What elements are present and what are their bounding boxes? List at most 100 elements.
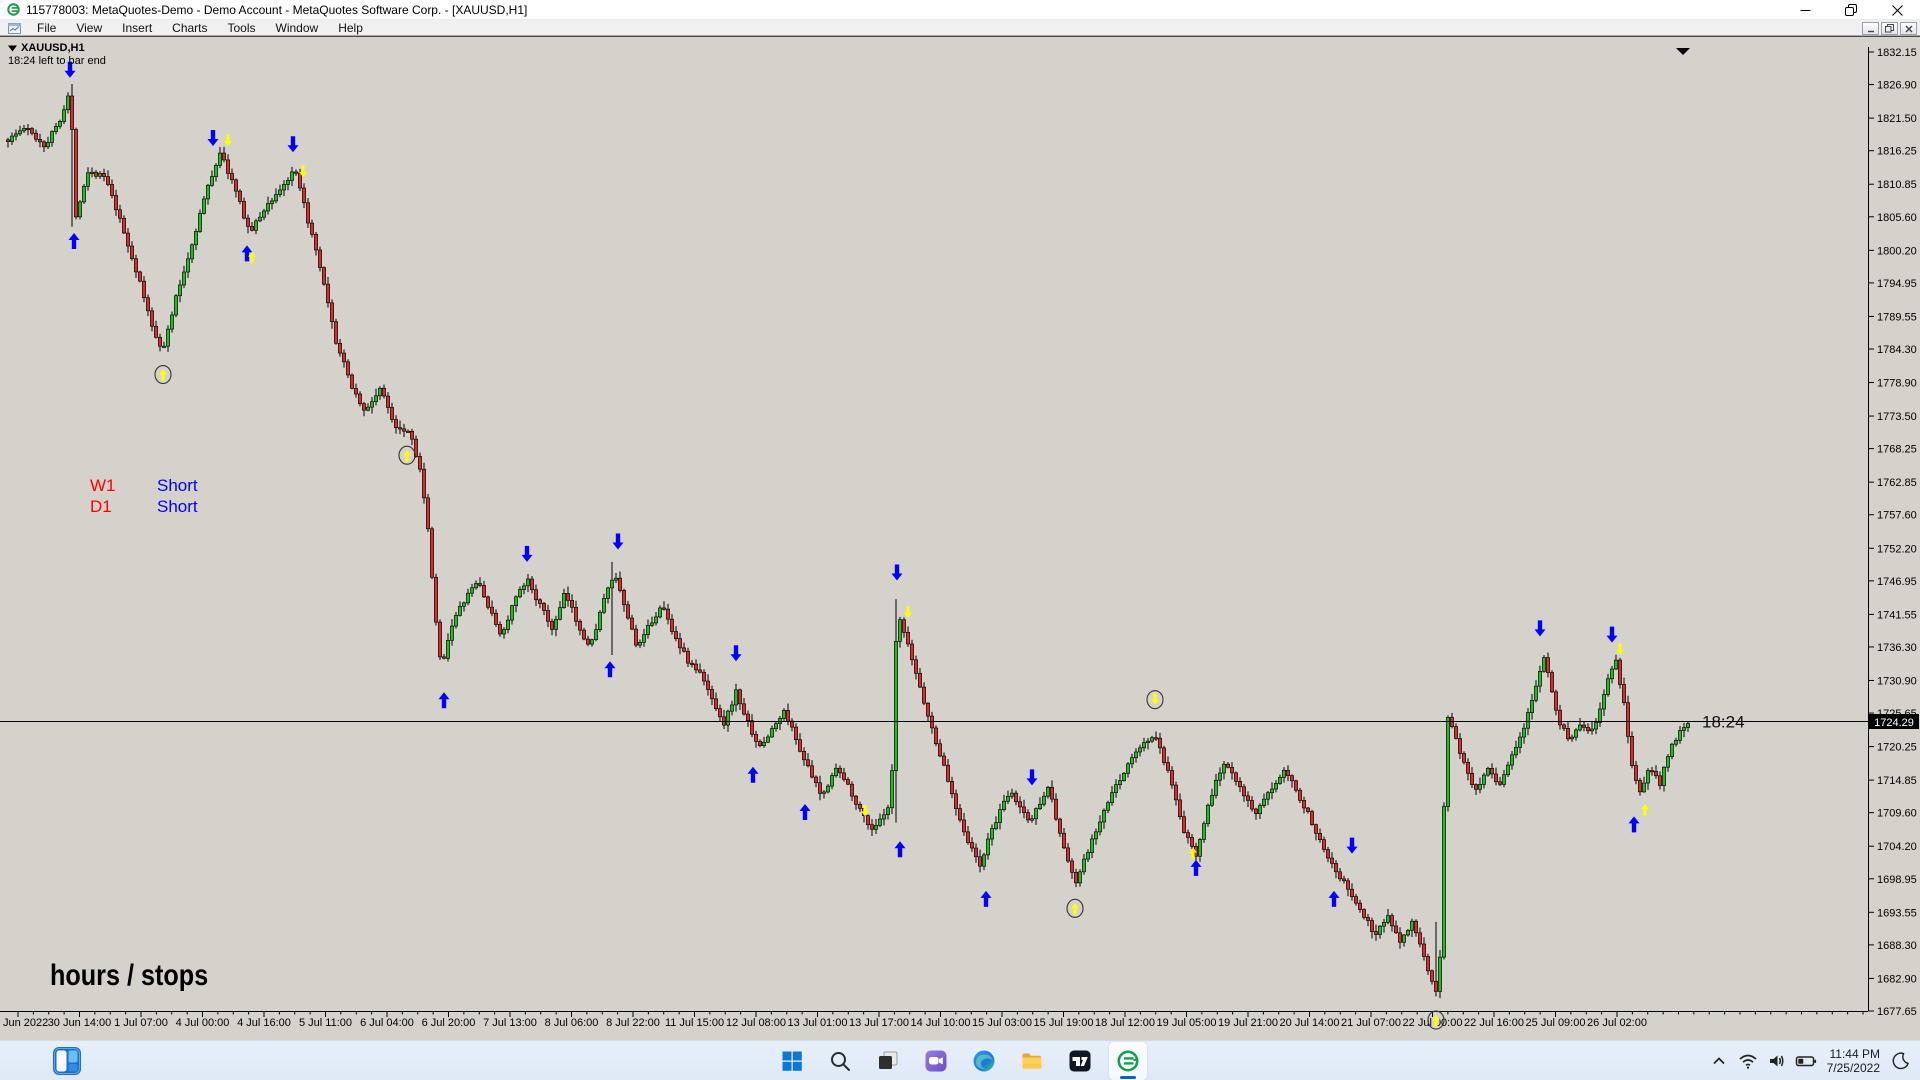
svg-text:1746.95: 1746.95 bbox=[1877, 576, 1917, 588]
svg-text:1741.55: 1741.55 bbox=[1877, 609, 1917, 621]
price-axis[interactable]: 1832.15 1826.90 1821.50 1816.25 1810.85 1805.… bbox=[1868, 47, 1917, 1018]
search-icon bbox=[831, 1052, 850, 1071]
svg-text:19 Jul 05:00: 19 Jul 05:00 bbox=[1157, 1017, 1217, 1029]
svg-text:1784.30: 1784.30 bbox=[1877, 344, 1917, 356]
annotation-row-w1: W1 Short bbox=[90, 475, 198, 496]
tray-clock[interactable]: 11:44 PM 7/25/2022 bbox=[1824, 1047, 1883, 1075]
taskbar-start[interactable] bbox=[773, 1042, 811, 1080]
svg-text:1768.25: 1768.25 bbox=[1877, 444, 1917, 456]
signal-secondary-down-arrow-icon bbox=[861, 804, 869, 817]
tray-battery[interactable] bbox=[1795, 1047, 1817, 1075]
svg-text:25 Jul 09:00: 25 Jul 09:00 bbox=[1526, 1017, 1586, 1029]
svg-text:15 Jul 19:00: 15 Jul 19:00 bbox=[1034, 1017, 1094, 1029]
svg-text:5 Jul 11:00: 5 Jul 11:00 bbox=[299, 1017, 352, 1029]
signal-primary-down-arrow-icon bbox=[1606, 626, 1618, 643]
symbol-header[interactable]: XAUUSD,H1 bbox=[8, 42, 85, 54]
taskbar-tradingview[interactable] bbox=[1061, 1042, 1099, 1080]
menu-insert[interactable]: Insert bbox=[122, 21, 153, 35]
svg-text:1730.90: 1730.90 bbox=[1877, 675, 1917, 687]
signal-secondary-down-arrow-icon bbox=[1616, 643, 1624, 656]
svg-text:1794.95: 1794.95 bbox=[1877, 278, 1917, 290]
current-price-box bbox=[1869, 713, 1919, 729]
svg-text:13 Jul 17:00: 13 Jul 17:00 bbox=[849, 1017, 909, 1029]
signal-primary-up-arrow-icon bbox=[68, 232, 80, 249]
svg-text:1688.30: 1688.30 bbox=[1877, 940, 1917, 952]
svg-text:1720.25: 1720.25 bbox=[1877, 742, 1917, 754]
mdi-close-button[interactable] bbox=[1900, 22, 1917, 35]
menu-view[interactable]: View bbox=[76, 21, 103, 35]
svg-text:6 Jul 04:00: 6 Jul 04:00 bbox=[360, 1017, 414, 1029]
svg-text:1816.25: 1816.25 bbox=[1877, 146, 1917, 158]
menu-help[interactable]: Help bbox=[338, 21, 363, 35]
signal-primary-up-arrow-icon bbox=[1328, 890, 1340, 907]
window-title: 115778003: MetaQuotes-Demo - Demo Accoun… bbox=[26, 2, 528, 17]
tradingview-icon bbox=[1069, 1050, 1091, 1072]
svg-text:14 Jul 10:00: 14 Jul 10:00 bbox=[911, 1017, 971, 1029]
clock-date: 7/25/2022 bbox=[1826, 1061, 1880, 1075]
signal-markers bbox=[64, 61, 1649, 1030]
svg-text:29 Jun 2022: 29 Jun 2022 bbox=[0, 1017, 48, 1029]
clock-time: 11:44 PM bbox=[1829, 1047, 1880, 1061]
svg-text:1752.20: 1752.20 bbox=[1877, 543, 1917, 555]
signal-primary-down-arrow-icon bbox=[612, 533, 624, 550]
minimize-button[interactable] bbox=[1782, 0, 1828, 20]
taskbar-chat[interactable] bbox=[917, 1042, 955, 1080]
signal-primary-up-arrow-icon bbox=[799, 803, 811, 820]
restore-button[interactable] bbox=[1828, 0, 1874, 20]
mdi-restore-button[interactable] bbox=[1881, 22, 1898, 35]
tray-night-mode[interactable] bbox=[1890, 1047, 1912, 1075]
menu-window[interactable]: Window bbox=[275, 21, 319, 35]
chart-watermark-text: hours / stops bbox=[50, 959, 209, 992]
menu-charts[interactable]: Charts bbox=[172, 21, 208, 35]
menu-tools[interactable]: Tools bbox=[227, 21, 256, 35]
chart-surface[interactable]: 1832.15 1826.90 1821.50 1816.25 1810.85 1805.… bbox=[0, 36, 1920, 1040]
taskbar-widgets[interactable] bbox=[52, 1046, 82, 1076]
signal-secondary-down-arrow-icon bbox=[224, 134, 232, 147]
trend-annotation-table: W1 Short D1 Short bbox=[90, 475, 198, 517]
signal-secondary-up-arrow-icon bbox=[403, 450, 411, 462]
menu-file[interactable]: File bbox=[37, 21, 57, 35]
svg-text:1800.20: 1800.20 bbox=[1877, 245, 1917, 257]
taskbar-file-explorer[interactable] bbox=[1013, 1042, 1051, 1080]
svg-text:8 Jul 22:00: 8 Jul 22:00 bbox=[606, 1017, 660, 1029]
svg-text:22 Jul 00:00: 22 Jul 00:00 bbox=[1403, 1017, 1463, 1029]
signal-primary-up-arrow-icon bbox=[980, 890, 992, 907]
candlestick-chart: 1832.15 1826.90 1821.50 1816.25 1810.85 1805.… bbox=[0, 47, 1919, 1030]
signal-primary-up-arrow-icon bbox=[438, 692, 450, 709]
svg-text:1805.60: 1805.60 bbox=[1877, 212, 1917, 224]
signal-secondary-up-arrow-icon bbox=[1432, 1015, 1440, 1027]
svg-text:1762.85: 1762.85 bbox=[1877, 477, 1917, 489]
svg-text:1736.30: 1736.30 bbox=[1877, 642, 1917, 654]
svg-text:1709.60: 1709.60 bbox=[1877, 808, 1917, 820]
signal-primary-up-arrow-icon bbox=[894, 841, 906, 858]
svg-text:13 Jul 01:00: 13 Jul 01:00 bbox=[788, 1017, 848, 1029]
taskbar-search[interactable] bbox=[821, 1042, 859, 1080]
widgets-icon bbox=[53, 1047, 81, 1075]
close-button[interactable] bbox=[1874, 0, 1920, 20]
taskbar-edge[interactable] bbox=[965, 1042, 1003, 1080]
svg-text:1677.65: 1677.65 bbox=[1877, 1006, 1917, 1018]
signal-primary-up-arrow-icon bbox=[1628, 816, 1640, 833]
tray-wifi[interactable] bbox=[1737, 1047, 1759, 1075]
svg-text:18 Jul 12:00: 18 Jul 12:00 bbox=[1095, 1017, 1155, 1029]
svg-text:12 Jul 08:00: 12 Jul 08:00 bbox=[726, 1017, 786, 1029]
taskbar-metatrader[interactable] bbox=[1109, 1042, 1147, 1080]
signal-secondary-up-arrow-icon bbox=[1189, 847, 1197, 859]
signal-primary-down-arrow-icon bbox=[207, 130, 219, 147]
tray-hidden-icons[interactable] bbox=[1708, 1047, 1730, 1075]
chat-icon bbox=[925, 1050, 947, 1072]
signal-primary-down-arrow-icon bbox=[891, 564, 903, 581]
mdi-minimize-button[interactable] bbox=[1862, 22, 1879, 35]
svg-text:20 Jul 14:00: 20 Jul 14:00 bbox=[1280, 1017, 1340, 1029]
signal-secondary-up-arrow-icon bbox=[1641, 803, 1649, 816]
tray-volume[interactable] bbox=[1766, 1047, 1788, 1075]
svg-text:19 Jul 21:00: 19 Jul 21:00 bbox=[1218, 1017, 1278, 1029]
svg-text:22 Jul 16:00: 22 Jul 16:00 bbox=[1464, 1017, 1524, 1029]
title-bar[interactable]: 115778003: MetaQuotes-Demo - Demo Accoun… bbox=[0, 0, 1920, 20]
volume-icon bbox=[1769, 1055, 1784, 1067]
taskbar-task-view[interactable] bbox=[869, 1042, 907, 1080]
signal-primary-up-arrow-icon bbox=[241, 245, 253, 262]
symbol-timeframe-label: XAUUSD,H1 bbox=[21, 42, 85, 54]
svg-text:1810.85: 1810.85 bbox=[1877, 179, 1917, 191]
